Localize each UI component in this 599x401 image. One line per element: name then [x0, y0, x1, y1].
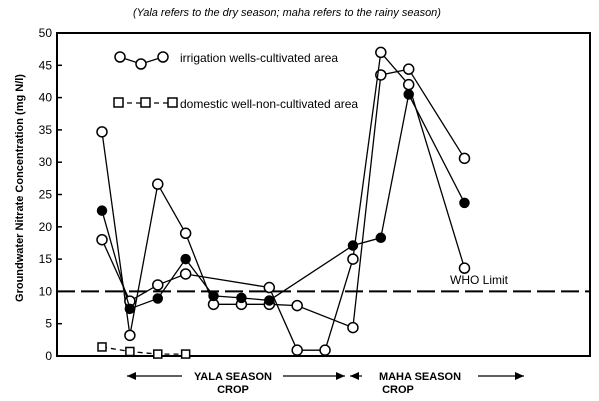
y-tick-label: 30: [39, 155, 53, 169]
yala-season-arrow: YALA SEASON CROP: [127, 371, 345, 396]
legend-domestic-marker: [113, 97, 124, 108]
series-0-point: [152, 178, 164, 190]
legend-entry-irrigation: irrigation wells-cultivated area: [114, 51, 338, 70]
plot-frame: [56, 32, 591, 357]
y-axis-label: Groundwater Nitrate Concentration (mg N/…: [14, 74, 26, 302]
series-2-point: [403, 89, 414, 100]
series-1-point: [319, 344, 331, 356]
series-1-point: [179, 268, 192, 280]
y-tick-label: 20: [39, 220, 53, 234]
series-2-point: [236, 292, 247, 304]
who-limit-label: WHO Limit: [450, 273, 509, 287]
series-1-point: [291, 344, 303, 356]
yala-season-label: YALA SEASON: [194, 371, 272, 383]
series-3-point: [125, 346, 135, 357]
series-2-point: [459, 197, 470, 209]
series-2-point: [347, 240, 359, 251]
series-3-point: [180, 349, 191, 359]
series-3-line: [101, 346, 186, 355]
series-2-point: [375, 232, 387, 244]
axes: [56, 32, 591, 357]
series-1-point: [96, 233, 108, 246]
series-0-point: [96, 126, 108, 138]
legend-domestic-label: domestic well-non-cultivated area: [180, 97, 358, 111]
series-0-point: [179, 227, 192, 240]
maha-season-label: MAHA SEASON: [379, 371, 461, 383]
legend-irrigation-marker: [114, 51, 126, 63]
y-tick-label: 5: [45, 317, 52, 331]
season-labels: YALA SEASON CROP MAHA SEASON CROP: [127, 371, 524, 396]
series-2-point: [264, 295, 275, 306]
y-tick-label: 35: [39, 123, 53, 137]
series-1-point: [375, 46, 387, 59]
legend-irrigation-label: irrigation wells-cultivated area: [180, 51, 338, 65]
series-3-point: [97, 342, 107, 352]
series-1-point: [263, 281, 276, 294]
series-0-point: [124, 329, 136, 342]
legend-irrigation-marker: [157, 51, 169, 63]
series: [96, 46, 471, 359]
yala-arrowhead-right: [336, 372, 345, 380]
series-0-point: [291, 299, 303, 312]
legend-domestic-marker: [167, 97, 178, 108]
series-0-point: [347, 321, 359, 334]
series-1-point: [152, 279, 164, 291]
yala-arrowhead-left: [127, 372, 136, 380]
series-3-point: [153, 349, 163, 359]
chart-subtitle: (Yala refers to the dry season; maha ref…: [133, 7, 441, 19]
series-1-point: [458, 262, 471, 274]
series-1-point: [402, 78, 415, 91]
maha-season-arrow: MAHA SEASON CROP: [350, 371, 524, 396]
y-tick-label: 40: [39, 91, 53, 105]
series-2-point: [96, 205, 108, 216]
series-2-point: [208, 290, 219, 302]
series-0-point: [402, 63, 415, 75]
who-limit: WHO Limit: [57, 273, 590, 293]
y-tick-label: 45: [39, 58, 53, 72]
legend-irrigation-marker: [135, 58, 147, 70]
y-tick-label: 15: [39, 252, 53, 266]
legend: irrigation wells-cultivated area domesti…: [113, 51, 358, 111]
yala-crop-label: CROP: [217, 384, 249, 396]
maha-arrowhead-right: [515, 372, 524, 380]
maha-arrowhead-left: [350, 372, 359, 380]
maha-crop-label: CROP: [382, 384, 414, 396]
y-tick-label: 0: [45, 349, 52, 363]
series-2-point: [180, 253, 191, 265]
y-ticks: 0 5 10 15 20 25 30 35 40 45 50: [39, 26, 62, 363]
series-2-point: [124, 303, 136, 315]
y-tick-label: 25: [39, 188, 53, 202]
y-tick-label: 10: [39, 284, 53, 298]
legend-domestic-marker: [140, 97, 151, 108]
series-2-line: [101, 92, 466, 310]
series-2-point: [152, 293, 164, 304]
series-0-point: [458, 152, 471, 165]
series-1-point: [347, 253, 359, 265]
legend-entry-domestic: domestic well-non-cultivated area: [113, 97, 358, 111]
y-tick-label: 50: [39, 26, 53, 40]
